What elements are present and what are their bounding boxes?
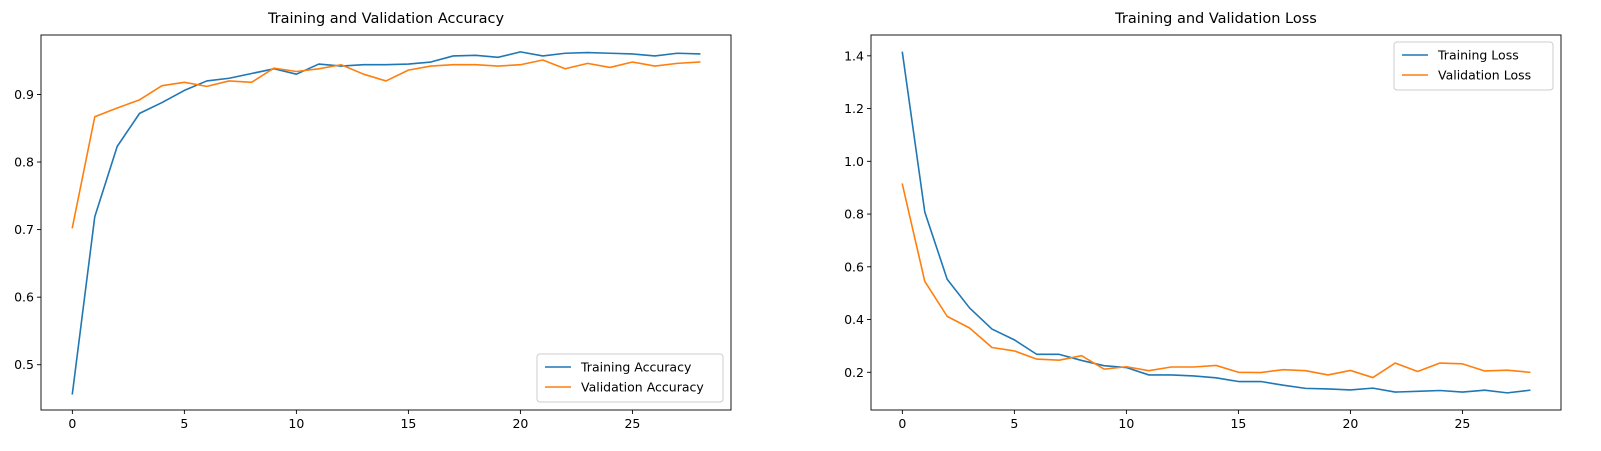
series-line-1: [71, 59, 701, 229]
y-tick-label: 1.0: [844, 154, 864, 169]
plot-frame: [870, 34, 1562, 411]
y-tick-label: 0.6: [844, 259, 864, 274]
y-tick-label: 0.7: [14, 222, 34, 237]
chart-title: Training and Validation Loss: [1114, 11, 1317, 27]
x-tick-label: 0: [898, 416, 906, 431]
x-tick-label: 10: [1118, 416, 1134, 431]
loss-panel: Training and Validation Loss 0 5 10 15 20 25 0.…: [844, 11, 1562, 431]
x-tick-label: 15: [1230, 416, 1246, 431]
accuracy-panel: Training and Validation Accuracy 0 5 10 15 20…: [14, 11, 732, 431]
legend-box: [1393, 41, 1554, 91]
y-tick-label: 0.2: [844, 365, 864, 380]
y-tick-label: 0.8: [844, 207, 864, 222]
x-tick-label: 5: [180, 416, 188, 431]
x-tick-label: 10: [288, 416, 304, 431]
series-line-1: [901, 183, 1531, 379]
x-tick-label: 20: [512, 416, 528, 431]
legend-label-0: Training Accuracy: [580, 360, 692, 375]
legend-label-1: Validation Accuracy: [581, 380, 704, 395]
legend-label-0: Training Loss: [1437, 48, 1519, 63]
x-tick-label: 15: [400, 416, 416, 431]
y-tick-label: 0.5: [14, 357, 34, 372]
plot-frame: [40, 34, 732, 411]
x-tick-label: 25: [624, 416, 640, 431]
y-tick-label: 0.8: [14, 155, 34, 170]
legend-label-1: Validation Loss: [1438, 68, 1531, 83]
x-tick-label: 25: [1454, 416, 1470, 431]
y-tick-label: 1.4: [844, 48, 864, 63]
y-tick-label: 0.4: [844, 312, 864, 327]
x-tick-label: 5: [1010, 416, 1018, 431]
y-tick-label: 0.6: [14, 290, 34, 305]
x-tick-label: 0: [68, 416, 76, 431]
x-tick-label: 20: [1342, 416, 1358, 431]
chart-title: Training and Validation Accuracy: [267, 11, 505, 27]
y-tick-label: 1.2: [844, 101, 864, 116]
legend-box: [536, 353, 724, 403]
series-line-0: [901, 51, 1531, 394]
y-tick-label: 0.9: [14, 87, 34, 102]
series-line-0: [71, 51, 701, 395]
